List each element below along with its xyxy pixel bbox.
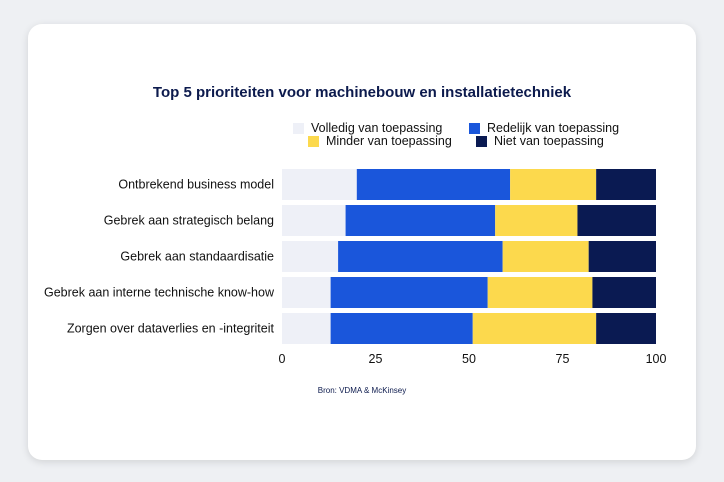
bar-segment (596, 313, 656, 344)
bar-segment (577, 205, 656, 236)
legend-item-niet: Niet van toepassing (476, 134, 604, 148)
legend-item-volledig: Volledig van toepassing (293, 121, 442, 135)
chart-title: Top 5 prioriteiten voor machinebouw en i… (152, 84, 572, 101)
bar-segment (472, 313, 597, 344)
legend-label-redelijk: Redelijk van toepassing (487, 121, 620, 135)
category-label: Gebrek aan strategisch belang (104, 214, 274, 228)
bar-segment (282, 169, 357, 200)
x-tick-label: 25 (369, 352, 383, 366)
category-label: Ontbrekend business model (118, 178, 274, 192)
bar-segment (338, 241, 503, 272)
legend-label-niet: Niet van toepassing (494, 134, 604, 148)
bar-segment (596, 169, 656, 200)
bar-segment (510, 169, 597, 200)
bar-segment (356, 169, 511, 200)
category-label: Zorgen over dataverlies en -integriteit (67, 322, 275, 336)
bar-segment (282, 241, 339, 272)
category-label: Gebrek aan interne technische know-how (44, 286, 275, 300)
x-tick-label: 0 (279, 352, 286, 366)
bar-segment (282, 277, 331, 308)
bar-segment (282, 313, 331, 344)
bar-segment (592, 277, 656, 308)
legend-swatch-niet (476, 135, 487, 147)
bar-segment (330, 277, 488, 308)
bar-segment (345, 205, 496, 236)
source-note: Bron: VDMA & McKinsey (317, 386, 407, 395)
legend-item-redelijk: Redelijk van toepassing (469, 121, 619, 135)
bar-segment (282, 205, 346, 236)
legend-swatch-minder (308, 135, 319, 147)
bar-segment (502, 241, 589, 272)
bar-segment (588, 241, 656, 272)
legend-item-minder: Minder van toepassing (308, 134, 452, 148)
bar-segment (487, 277, 593, 308)
legend-swatch-redelijk (469, 122, 480, 134)
bar-segment (495, 205, 578, 236)
x-tick-label: 100 (646, 352, 667, 366)
bar-segment (330, 313, 473, 344)
x-tick-label: 75 (556, 352, 570, 366)
category-label: Gebrek aan standaardisatie (120, 250, 274, 264)
x-tick-label: 50 (462, 352, 476, 366)
legend-swatch-volledig (293, 122, 304, 134)
legend-label-minder: Minder van toepassing (326, 134, 452, 148)
legend-label-volledig: Volledig van toepassing (311, 121, 443, 135)
